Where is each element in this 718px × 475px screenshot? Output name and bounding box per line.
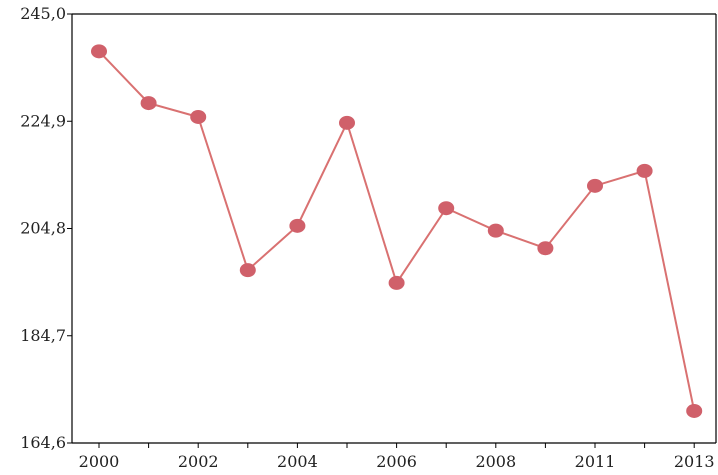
data-point — [339, 115, 355, 130]
data-point — [587, 178, 603, 193]
data-point — [190, 109, 207, 124]
plot-frame — [72, 13, 717, 443]
x-tick-label: 2011 — [575, 452, 616, 471]
x-axis-ticks: 2000 2002 2004 2006 2008 2011 2013 — [79, 443, 715, 471]
data-point — [438, 201, 455, 216]
x-tick-label: 2002 — [178, 452, 219, 471]
data-point — [140, 96, 157, 111]
data-point — [487, 223, 504, 238]
y-tick-label: 224,9 — [20, 111, 66, 130]
x-tick-label: 2008 — [475, 452, 516, 471]
data-point — [289, 218, 306, 233]
y-tick-label: 184,7 — [20, 326, 66, 345]
y-tick-label: 245,0 — [20, 4, 66, 23]
y-tick-label: 204,8 — [20, 219, 66, 238]
data-point — [239, 263, 256, 278]
y-tick-label: 164,6 — [20, 433, 66, 452]
data-point — [686, 403, 703, 418]
y-axis-ticks: 245,0 224,9 204,8 184,7 164,6 — [20, 4, 72, 452]
data-point — [91, 44, 107, 59]
data-point — [537, 241, 554, 256]
series-markers — [91, 44, 703, 418]
data-point — [636, 163, 653, 178]
data-point — [388, 275, 405, 290]
x-tick-label: 2000 — [79, 452, 120, 471]
x-tick-label: 2013 — [674, 452, 715, 471]
x-tick-label: 2006 — [376, 452, 417, 471]
x-tick-label: 2004 — [277, 452, 318, 471]
series-line — [98, 50, 696, 412]
